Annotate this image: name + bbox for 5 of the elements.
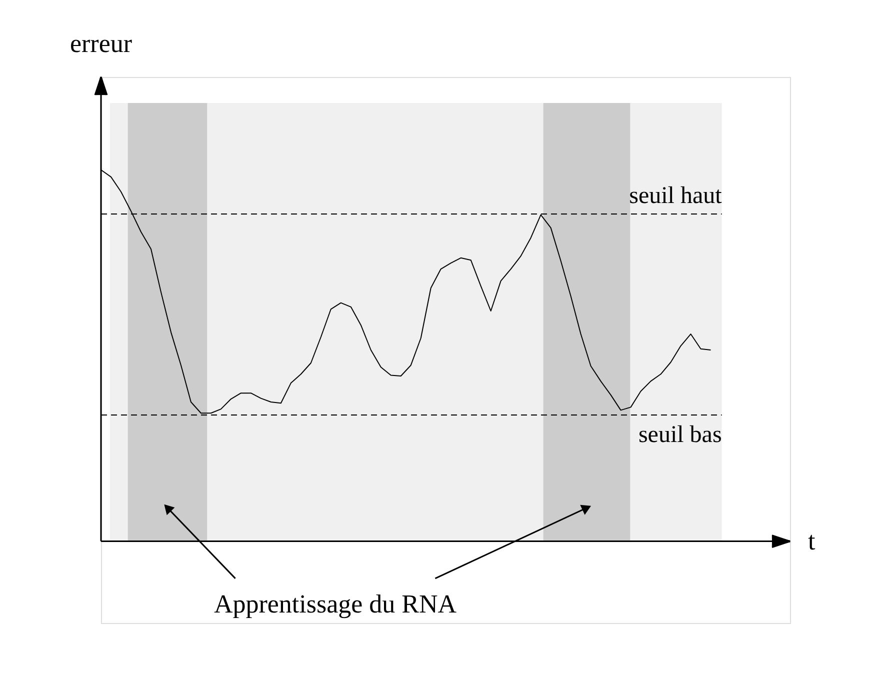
- ref-line-label: seuil haut: [629, 183, 722, 210]
- ref-line-label: seuil bas: [638, 422, 722, 448]
- x-axis-title: t: [808, 526, 816, 556]
- text: Apprentissage du RNA: [214, 589, 457, 618]
- y-axis-title: erreur: [70, 29, 132, 58]
